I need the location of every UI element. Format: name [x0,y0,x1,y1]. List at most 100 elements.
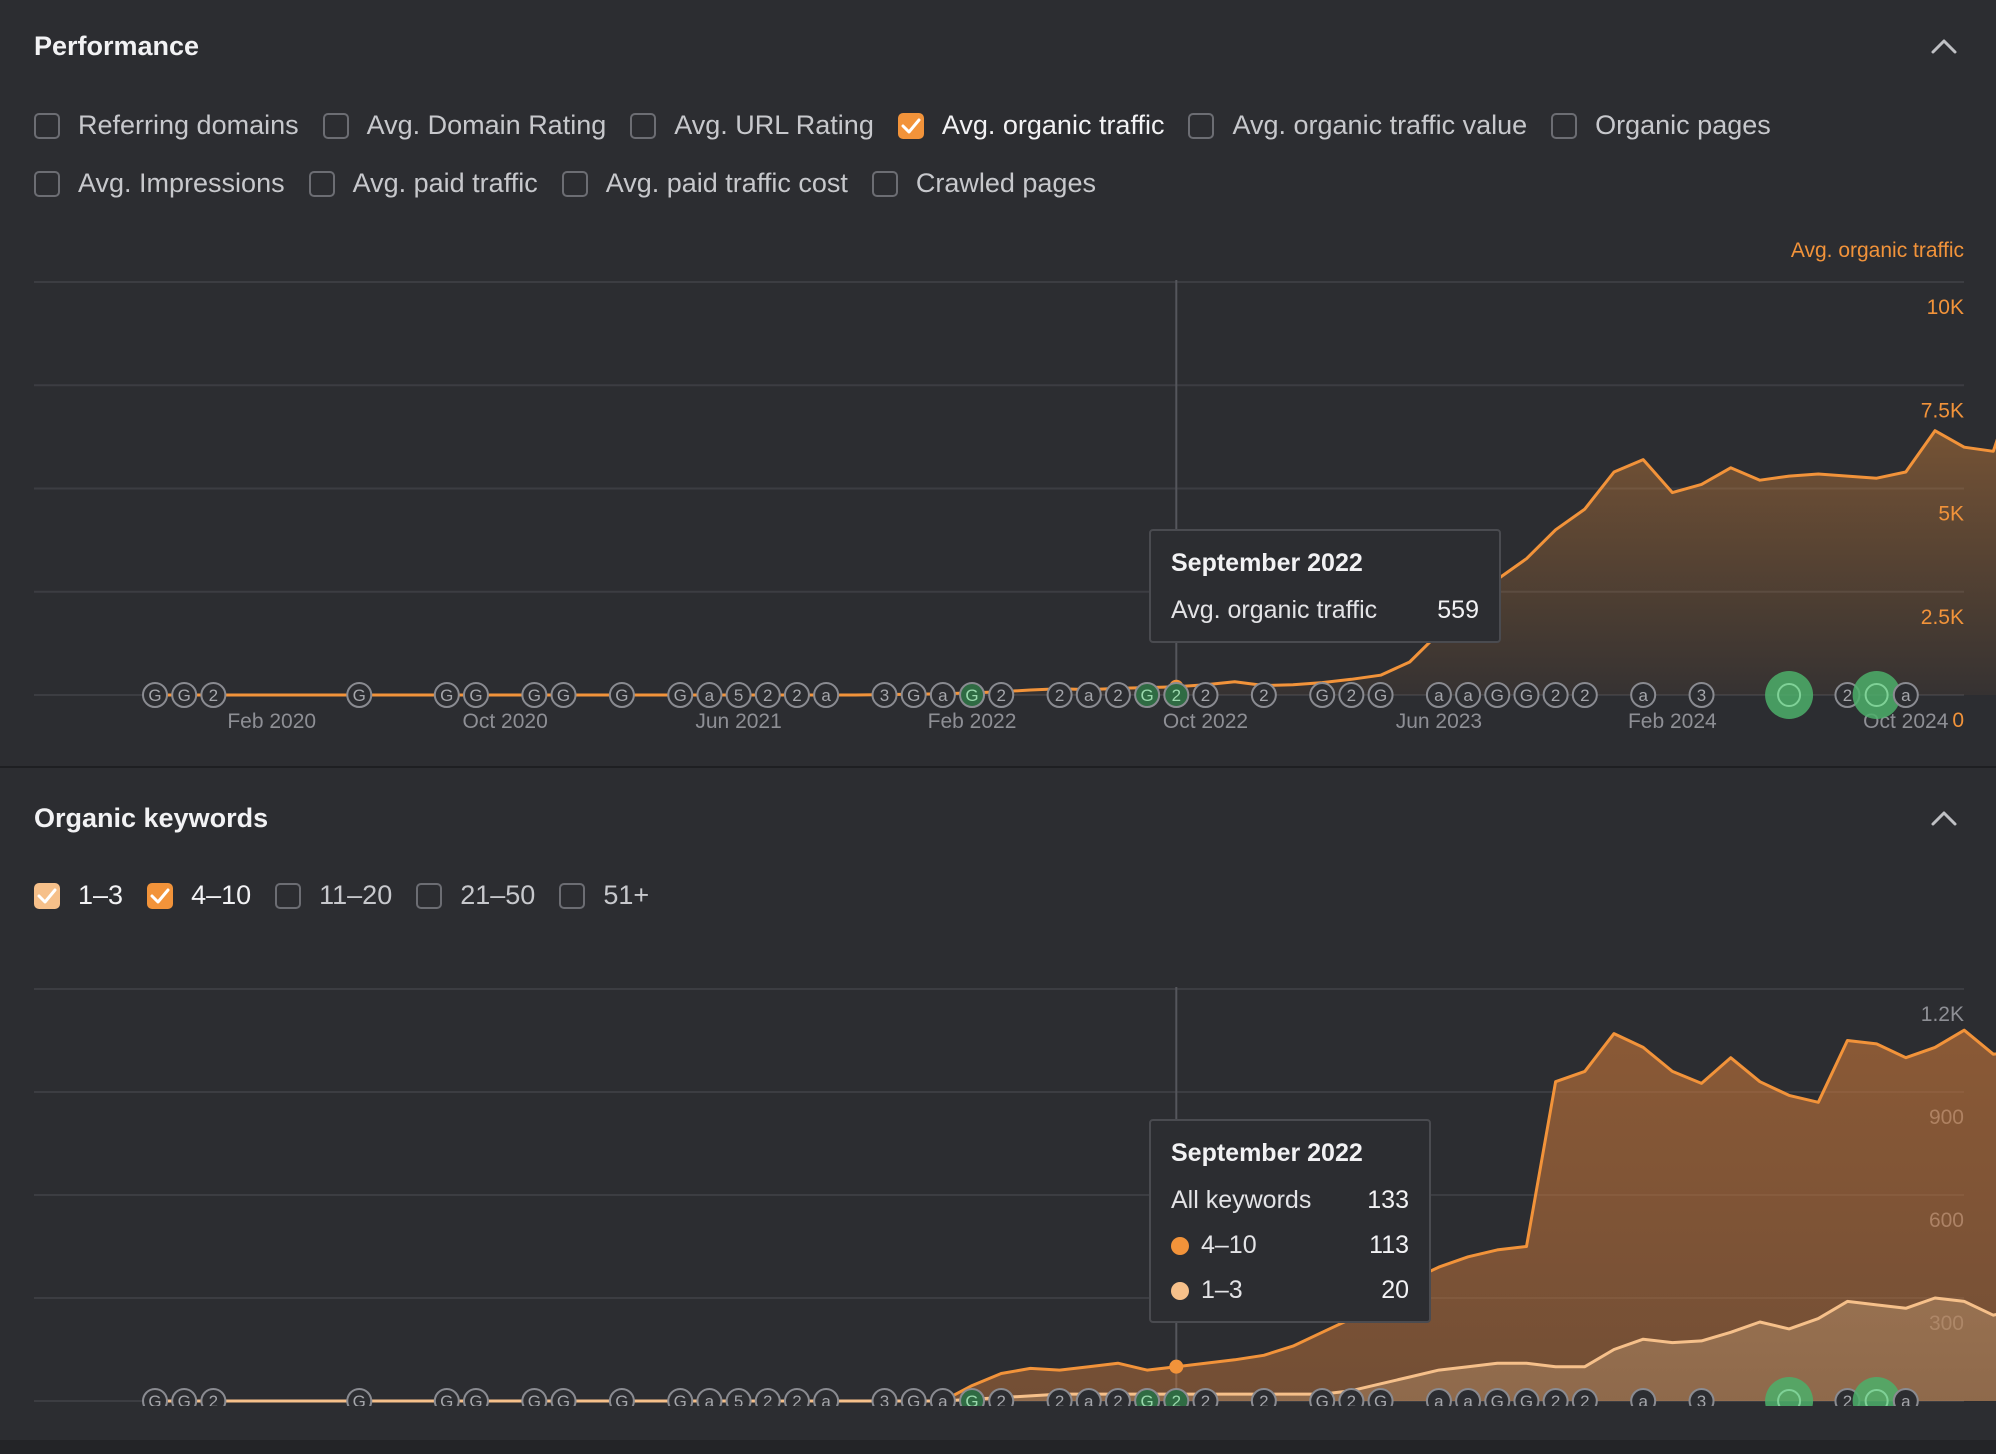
annotation-marker-2[interactable]: 2 [1250,1388,1277,1406]
annotation-marker-g[interactable] [1852,671,1901,719]
checkbox-unchecked-icon[interactable] [308,170,335,197]
checkbox-unchecked-icon[interactable] [34,170,60,197]
annotation-marker-2[interactable]: 2 [783,1388,810,1406]
annotation-marker-2[interactable]: 2 [200,1388,227,1406]
annotation-marker-g[interactable]: G [1367,1388,1394,1406]
annotation-marker-2[interactable]: 2 [1163,1388,1190,1406]
checkbox-unchecked-icon[interactable] [630,112,657,139]
annotation-marker-a[interactable]: a [929,682,956,708]
annotation-marker-2[interactable]: 2 [783,682,810,708]
checkbox-checked-icon[interactable] [34,882,60,909]
annotation-marker-g[interactable]: G [667,682,694,708]
annotation-marker-2[interactable]: 2 [1104,1388,1131,1406]
annotation-marker-2[interactable]: 2 [1192,682,1219,708]
annotation-marker-a[interactable]: a [1075,1388,1102,1406]
annotation-marker-a[interactable]: a [696,682,723,708]
annotation-marker-2[interactable]: 2 [1338,1388,1365,1406]
annotation-marker-g[interactable]: G [550,1388,577,1406]
annotation-marker-g[interactable]: G [433,1388,460,1406]
annotation-marker-a[interactable]: a [1455,1388,1482,1406]
annotation-marker-g[interactable]: G [433,682,460,708]
checkbox-avg-paid-traffic-cost[interactable]: Avg. paid traffic cost [561,168,848,199]
annotation-marker-a[interactable]: a [1630,1388,1657,1406]
annotation-marker-3[interactable]: 3 [871,682,898,708]
annotation-marker-a[interactable]: a [1630,682,1657,708]
annotation-marker-3[interactable]: 3 [1688,682,1715,708]
annotation-marker-g[interactable] [1852,1377,1901,1406]
annotation-marker-g[interactable]: G [1134,1388,1161,1406]
annotation-marker-g[interactable]: G [959,1388,986,1406]
annotation-marker-2[interactable]: 2 [1571,682,1598,708]
checkbox-4-10[interactable]: 4–10 [147,880,251,911]
annotation-marker-2[interactable]: 2 [1250,682,1277,708]
checkbox-unchecked-icon[interactable] [322,112,349,139]
checkbox-unchecked-icon[interactable] [34,112,60,139]
checkbox-avg-organic-traffic[interactable]: Avg. organic traffic [897,110,1164,141]
annotation-marker-g[interactable]: G [462,1388,489,1406]
annotation-marker-2[interactable]: 2 [754,682,781,708]
annotation-marker-2[interactable]: 2 [754,1388,781,1406]
annotation-marker-a[interactable]: a [1425,682,1452,708]
annotation-marker-2[interactable]: 2 [1542,1388,1569,1406]
annotation-marker-g[interactable]: G [171,1388,198,1406]
annotation-marker-g[interactable] [1765,1377,1814,1406]
annotation-marker-3[interactable]: 3 [1688,1388,1715,1406]
annotation-marker-g[interactable]: G [608,1388,635,1406]
annotation-marker-a[interactable]: a [1425,1388,1452,1406]
annotation-marker-5[interactable]: 5 [725,1388,752,1406]
annotation-marker-g[interactable]: G [142,1388,168,1406]
annotation-marker-a[interactable]: a [813,682,840,708]
annotation-marker-2[interactable]: 2 [1571,1388,1598,1406]
annotation-marker-a[interactable]: a [696,1388,723,1406]
annotation-marker-g[interactable]: G [608,682,635,708]
annotation-marker-a[interactable]: a [813,1388,840,1406]
checkbox-avg-organic-traffic-value[interactable]: Avg. organic traffic value [1188,110,1527,141]
checkbox-unchecked-icon[interactable] [871,170,898,197]
annotation-marker-a[interactable]: a [1455,682,1482,708]
annotation-marker-g[interactable] [1765,671,1814,719]
annotation-marker-2[interactable]: 2 [200,682,227,708]
annotation-marker-g[interactable]: G [1309,682,1336,708]
organic-keywords-collapse-button[interactable] [1930,808,1958,828]
annotation-marker-2[interactable]: 2 [1046,1388,1073,1406]
checkbox-crawled-pages[interactable]: Crawled pages [871,168,1096,199]
annotation-marker-g[interactable]: G [1134,682,1161,708]
annotation-marker-g[interactable]: G [1513,1388,1540,1406]
annotation-marker-2[interactable]: 2 [1192,1388,1219,1406]
annotation-marker-3[interactable]: 3 [871,1388,898,1406]
annotation-marker-g[interactable]: G [142,682,168,708]
annotation-marker-5[interactable]: 5 [725,682,752,708]
annotation-marker-g[interactable]: G [1367,682,1394,708]
annotation-marker-g[interactable]: G [1513,682,1540,708]
checkbox-unchecked-icon[interactable] [275,882,302,909]
annotation-marker-g[interactable]: G [667,1388,694,1406]
annotation-marker-g[interactable]: G [521,1388,548,1406]
checkbox-11-20[interactable]: 11–20 [275,880,392,911]
annotation-marker-2[interactable]: 2 [988,1388,1015,1406]
annotation-marker-a[interactable]: a [929,1388,956,1406]
annotation-marker-a[interactable]: a [1075,682,1102,708]
checkbox-unchecked-icon[interactable] [416,882,443,909]
checkbox-avg-url-rating[interactable]: Avg. URL Rating [630,110,874,141]
checkbox-1-3[interactable]: 1–3 [34,880,123,911]
annotation-marker-g[interactable]: G [550,682,577,708]
annotation-marker-g[interactable]: G [1484,682,1511,708]
annotation-marker-g[interactable]: G [1309,1388,1336,1406]
annotation-marker-g[interactable]: G [900,682,927,708]
annotation-marker-g[interactable]: G [900,1388,927,1406]
annotation-marker-a[interactable]: a [1892,682,1919,708]
annotation-marker-g[interactable]: G [346,682,373,708]
checkbox-organic-pages[interactable]: Organic pages [1551,110,1771,141]
checkbox-unchecked-icon[interactable] [561,170,588,197]
annotation-marker-2[interactable]: 2 [1338,682,1365,708]
annotation-marker-2[interactable]: 2 [1046,682,1073,708]
checkbox-avg-domain-rating[interactable]: Avg. Domain Rating [322,110,606,141]
checkbox-avg-impressions[interactable]: Avg. Impressions [34,168,285,199]
annotation-marker-g[interactable]: G [521,682,548,708]
checkbox-51[interactable]: 51+ [559,880,649,911]
checkbox-unchecked-icon[interactable] [1551,112,1578,139]
annotation-marker-2[interactable]: 2 [1163,682,1190,708]
annotation-marker-g[interactable]: G [171,682,198,708]
